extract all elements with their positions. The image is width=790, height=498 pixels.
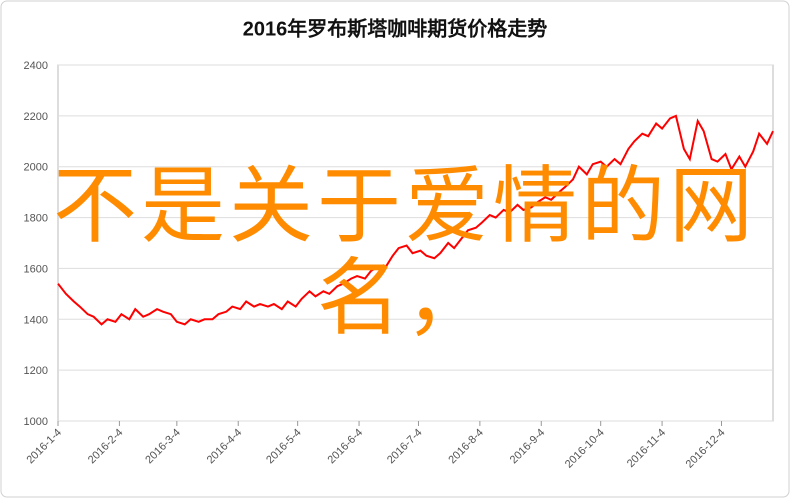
chart-title: 2016年罗布斯塔咖啡期货价格走势 — [243, 16, 548, 40]
y-tick-label: 2200 — [24, 111, 48, 123]
y-tick-label: 2400 — [24, 60, 48, 72]
y-tick-label: 2000 — [24, 162, 48, 174]
data-line — [57, 114, 774, 326]
annotation: 不是关于爱情的网名， — [52, 157, 757, 347]
y-tick-label: 1000 — [24, 416, 48, 428]
y-tick-label: 1400 — [24, 314, 48, 326]
y-tick-label: 1200 — [24, 365, 48, 377]
y-tick-label: 1600 — [24, 263, 48, 275]
y-tick-label: 1800 — [24, 213, 48, 225]
